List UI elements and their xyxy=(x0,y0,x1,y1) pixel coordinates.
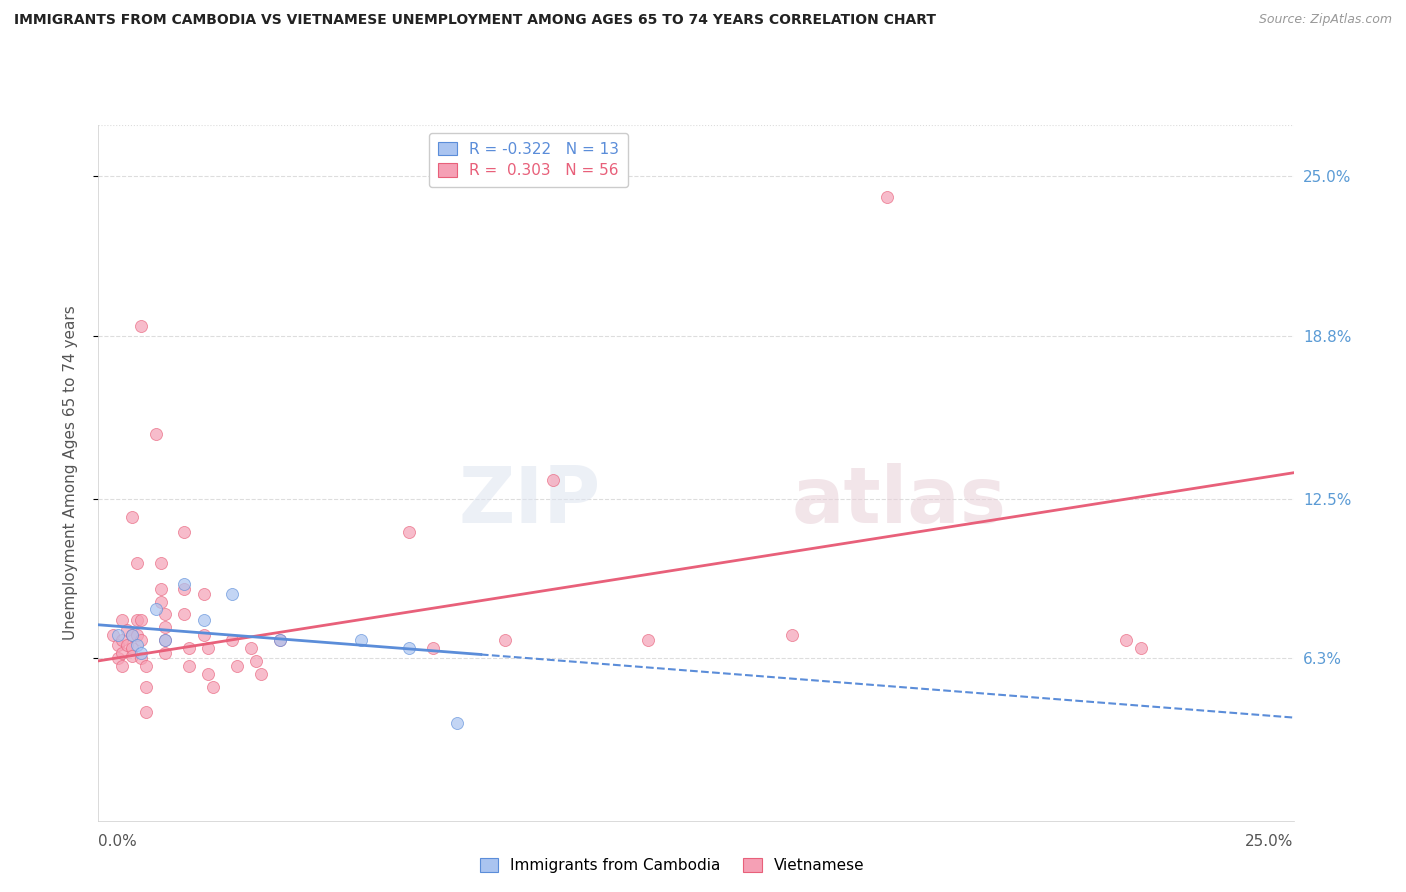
Point xyxy=(245,654,267,668)
Point xyxy=(135,659,157,673)
Point xyxy=(1115,633,1137,648)
Point xyxy=(155,620,177,634)
Point xyxy=(155,646,177,660)
Point xyxy=(398,524,420,539)
Point xyxy=(250,666,273,681)
Point xyxy=(226,659,249,673)
Point xyxy=(780,628,803,642)
Legend: Immigrants from Cambodia, Vietnamese: Immigrants from Cambodia, Vietnamese xyxy=(474,852,870,880)
Point xyxy=(135,706,157,720)
Point xyxy=(101,628,124,642)
Point xyxy=(107,639,129,653)
Point xyxy=(350,633,373,648)
Point xyxy=(149,594,172,608)
Point xyxy=(131,646,153,660)
Point xyxy=(125,639,148,653)
Point xyxy=(173,524,195,539)
Point xyxy=(398,640,420,655)
Point xyxy=(494,633,516,648)
Point xyxy=(197,640,219,655)
Y-axis label: Unemployment Among Ages 65 to 74 years: Unemployment Among Ages 65 to 74 years xyxy=(63,305,77,640)
Point xyxy=(131,613,153,627)
Point xyxy=(446,715,468,730)
Point xyxy=(221,587,243,601)
Point xyxy=(107,628,129,642)
Point xyxy=(422,640,444,655)
Point xyxy=(111,613,134,627)
Point xyxy=(269,633,291,648)
Point xyxy=(637,633,659,648)
Point xyxy=(173,576,195,591)
Point xyxy=(221,633,243,648)
Point xyxy=(121,628,143,642)
Point xyxy=(173,582,195,596)
Point xyxy=(125,556,148,570)
Text: IMMIGRANTS FROM CAMBODIA VS VIETNAMESE UNEMPLOYMENT AMONG AGES 65 TO 74 YEARS CO: IMMIGRANTS FROM CAMBODIA VS VIETNAMESE U… xyxy=(14,13,936,28)
Point xyxy=(111,659,134,673)
Point xyxy=(111,633,134,648)
Point xyxy=(149,556,172,570)
Point xyxy=(155,633,177,648)
Point xyxy=(179,640,201,655)
Text: 25.0%: 25.0% xyxy=(1246,833,1294,848)
Text: ZIP: ZIP xyxy=(458,463,600,539)
Point xyxy=(149,582,172,596)
Point xyxy=(193,587,215,601)
Point xyxy=(145,427,167,442)
Point xyxy=(121,640,143,655)
Point xyxy=(121,509,143,524)
Text: Source: ZipAtlas.com: Source: ZipAtlas.com xyxy=(1258,13,1392,27)
Point xyxy=(173,607,195,622)
Point xyxy=(197,666,219,681)
Point xyxy=(155,607,177,622)
Point xyxy=(121,648,143,663)
Point xyxy=(115,623,138,637)
Point xyxy=(193,628,215,642)
Point xyxy=(193,613,215,627)
Text: atlas: atlas xyxy=(792,463,1007,539)
Point xyxy=(202,680,225,694)
Point xyxy=(541,474,564,488)
Point xyxy=(125,613,148,627)
Point xyxy=(125,628,148,642)
Point xyxy=(111,646,134,660)
Point xyxy=(135,680,157,694)
Point xyxy=(240,640,263,655)
Point xyxy=(107,651,129,665)
Point xyxy=(121,628,143,642)
Point xyxy=(131,633,153,648)
Point xyxy=(155,633,177,648)
Point xyxy=(131,318,153,333)
Point xyxy=(131,651,153,665)
Point xyxy=(145,602,167,616)
Point xyxy=(876,190,898,204)
Point xyxy=(269,633,291,648)
Point xyxy=(1129,640,1152,655)
Point xyxy=(179,659,201,673)
Point xyxy=(115,639,138,653)
Text: 0.0%: 0.0% xyxy=(98,833,138,848)
